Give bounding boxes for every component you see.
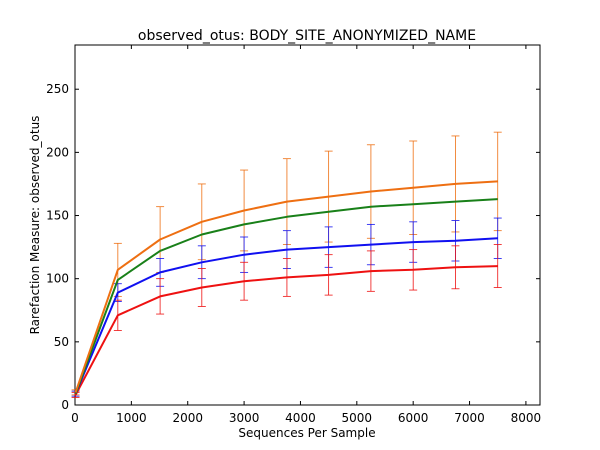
y-tick-label: 100 [46, 272, 69, 286]
x-tick-label: 0 [71, 411, 79, 425]
series-line [74, 265, 498, 396]
y-tick-label: 200 [46, 145, 69, 159]
y-axis-title: Rarefaction Measure: observed_otus [28, 116, 42, 335]
y-tick-label: 50 [54, 335, 69, 349]
axis-ticks: 0 1000 2000 3000 4000 5000 6000 7000 8000 0 50 100 1… [46, 45, 541, 425]
x-tick-label: 4000 [285, 411, 316, 425]
series-line [74, 180, 498, 393]
x-tick-label: 7000 [454, 411, 485, 425]
x-tick-label: 6000 [398, 411, 429, 425]
x-axis-title: Sequences Per Sample [238, 426, 375, 440]
y-tick-label: 250 [46, 82, 69, 96]
x-tick-label: 2000 [172, 411, 203, 425]
chart-title: observed_otus: BODY_SITE_ANONYMIZED_NAME [138, 28, 476, 44]
x-tick-label: 1000 [116, 411, 147, 425]
series-line [74, 198, 498, 394]
x-tick-label: 3000 [229, 411, 260, 425]
y-tick-label: 0 [61, 398, 69, 412]
series-line [74, 237, 498, 394]
y-tick-label: 150 [46, 209, 69, 223]
series-lines [74, 180, 498, 396]
plot-frame [74, 44, 541, 406]
x-tick-label: 8000 [511, 411, 542, 425]
x-tick-label: 5000 [342, 411, 373, 425]
